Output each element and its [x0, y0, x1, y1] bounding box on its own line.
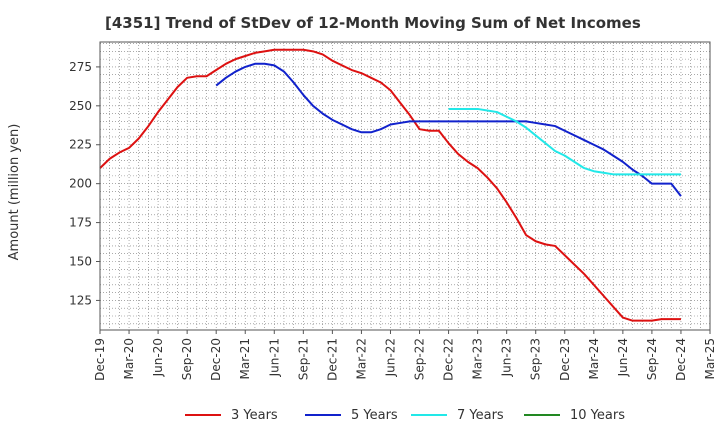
legend-item: 3 Years: [185, 404, 278, 426]
legend-label: 3 Years: [231, 407, 278, 423]
x-tick-label: Jun-23: [500, 338, 514, 377]
x-tick-label: Mar-20: [122, 338, 136, 379]
x-tick-label: Sep-22: [413, 338, 427, 380]
legend-label: 5 Years: [351, 407, 398, 423]
legend-label: 7 Years: [457, 407, 504, 423]
series-line-5-years: [215, 62, 682, 197]
series-layer: [99, 48, 682, 322]
y-tick-label: 125: [69, 293, 92, 307]
legend-item: 7 Years: [411, 404, 504, 426]
series-line-3-years: [99, 48, 681, 322]
x-tick-label: Mar-25: [703, 338, 717, 379]
x-tick-label: Dec-22: [442, 338, 456, 381]
series-line-7-years: [448, 107, 681, 176]
x-tick-label: Sep-24: [645, 338, 659, 380]
chart-title: [4351] Trend of StDev of 12-Month Moving…: [105, 14, 641, 32]
plot-frame: [99, 41, 711, 331]
legend-swatch: [524, 414, 560, 416]
x-tick-label: Mar-21: [238, 338, 252, 379]
x-tick-label: Dec-24: [674, 338, 688, 381]
y-tick-label: 275: [69, 60, 92, 74]
legend-swatch: [185, 414, 221, 416]
x-tick-label: Jun-20: [151, 338, 165, 377]
x-tick-label: Dec-20: [209, 338, 223, 381]
x-tick-label: Dec-21: [325, 338, 339, 381]
x-tick-label: Mar-24: [587, 338, 601, 379]
legend-swatch: [411, 414, 447, 416]
y-tick-label: 200: [69, 177, 92, 191]
y-tick-label: 225: [69, 138, 92, 152]
grid-layer: [100, 42, 710, 330]
x-tick-label: Dec-19: [93, 338, 107, 381]
legend-label: 10 Years: [570, 407, 625, 423]
legend-item: 5 Years: [305, 404, 398, 426]
legend: 3 Years 5 Years 7 Years 10 Years: [0, 404, 720, 426]
x-tick-label: Jun-21: [267, 338, 281, 377]
legend-swatch: [305, 414, 341, 416]
y-tick-label: 175: [69, 216, 92, 230]
y-axis-label: Amount (million yen): [7, 124, 22, 261]
x-tick-label: Sep-20: [180, 338, 194, 380]
x-tick-label: Jun-24: [616, 338, 630, 377]
y-tick-label: 250: [69, 99, 92, 113]
x-tick-label: Mar-23: [471, 338, 485, 379]
y-tick-label: 150: [69, 255, 92, 269]
x-tick-label: Sep-21: [296, 338, 310, 380]
legend-item: 10 Years: [524, 404, 625, 426]
x-tick-label: Jun-22: [383, 338, 397, 377]
x-tick-label: Sep-23: [529, 338, 543, 380]
x-tick-label: Mar-22: [354, 338, 368, 379]
x-tick-label: Dec-23: [558, 338, 572, 381]
axis-layer: 125 150 175 200 225 250 275 Dec-19 Mar-20 Jun-20 S…: [69, 41, 717, 381]
